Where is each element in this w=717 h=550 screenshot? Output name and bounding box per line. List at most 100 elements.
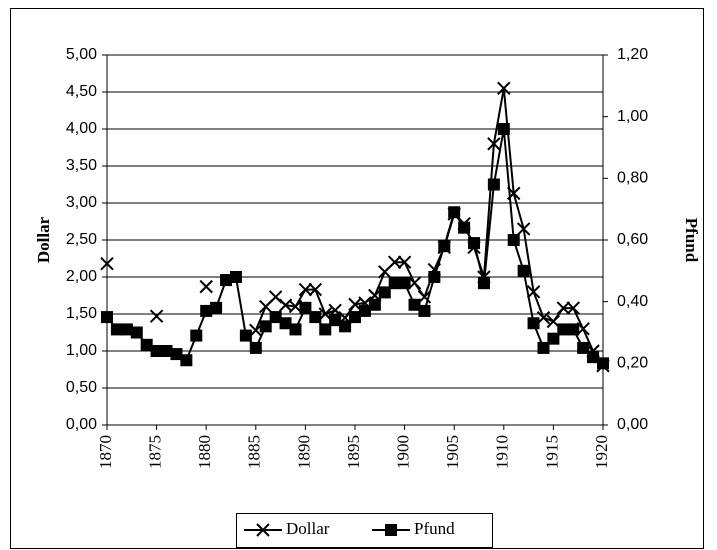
marker bbox=[200, 304, 213, 317]
marker bbox=[527, 317, 540, 330]
y-tick-label: 0,00 bbox=[66, 416, 97, 433]
marker bbox=[397, 255, 412, 269]
y-tick-label: 4,50 bbox=[66, 83, 97, 100]
y-tick-label: 1,50 bbox=[66, 305, 97, 322]
y2-tick-label: 0,80 bbox=[617, 170, 648, 187]
legend-label: Pfund bbox=[414, 519, 455, 538]
marker bbox=[130, 326, 143, 339]
marker bbox=[428, 271, 441, 283]
marker bbox=[170, 348, 183, 361]
x-tick-label: 1910 bbox=[493, 435, 512, 469]
marker bbox=[349, 311, 361, 324]
marker bbox=[458, 221, 471, 234]
marker bbox=[477, 277, 490, 290]
x-tick-label: 1920 bbox=[592, 435, 611, 469]
marker bbox=[408, 298, 421, 311]
marker bbox=[220, 274, 233, 287]
marker bbox=[418, 304, 431, 317]
y-tick-label: 1,00 bbox=[66, 342, 97, 359]
marker bbox=[308, 282, 323, 297]
marker bbox=[298, 282, 313, 297]
marker bbox=[289, 323, 302, 336]
marker bbox=[229, 271, 242, 283]
y-tick-label: 5,00 bbox=[66, 46, 97, 63]
marker bbox=[149, 309, 164, 323]
x-tick-label: 1870 bbox=[96, 435, 115, 469]
marker bbox=[329, 314, 342, 327]
x-tick-label: 1900 bbox=[394, 435, 413, 469]
x-tick-label: 1915 bbox=[542, 435, 561, 469]
x-tick-label: 1905 bbox=[443, 435, 462, 469]
y2-tick-label: 1,20 bbox=[617, 46, 648, 63]
marker bbox=[597, 357, 609, 370]
y-tick-label: 0,50 bbox=[66, 379, 97, 396]
marker bbox=[358, 304, 371, 317]
y-axis-label: Dollar bbox=[34, 216, 53, 263]
marker bbox=[269, 311, 282, 324]
marker bbox=[537, 341, 550, 354]
marker bbox=[368, 298, 381, 311]
y2-tick-label: 0,00 bbox=[617, 416, 648, 433]
marker bbox=[319, 323, 332, 336]
marker bbox=[556, 301, 571, 315]
marker bbox=[150, 345, 163, 357]
marker bbox=[160, 345, 173, 357]
y2-tick-label: 0,40 bbox=[617, 293, 648, 310]
y-tick-label: 2,00 bbox=[66, 268, 97, 285]
x-tick-label: 1875 bbox=[146, 435, 165, 469]
marker bbox=[526, 285, 541, 299]
y2-axis-label: Pfund bbox=[682, 218, 701, 263]
marker bbox=[101, 311, 113, 324]
marker bbox=[567, 323, 580, 336]
marker bbox=[140, 338, 153, 351]
marker bbox=[120, 323, 133, 336]
legend-marker bbox=[385, 524, 397, 536]
x-tick-label: 1895 bbox=[344, 435, 363, 469]
y-tick-label: 3,50 bbox=[66, 157, 97, 174]
x-tick-label: 1885 bbox=[245, 435, 264, 469]
marker bbox=[497, 123, 510, 135]
x-tick-label: 1880 bbox=[195, 435, 214, 469]
marker bbox=[190, 329, 203, 342]
y-tick-label: 4,00 bbox=[66, 120, 97, 137]
marker bbox=[398, 277, 411, 290]
chart-border bbox=[10, 8, 704, 549]
marker bbox=[378, 286, 391, 299]
marker bbox=[249, 341, 262, 354]
marker bbox=[387, 255, 402, 269]
marker bbox=[448, 206, 461, 219]
marker bbox=[339, 320, 352, 333]
marker bbox=[497, 81, 511, 96]
marker bbox=[210, 301, 223, 314]
marker bbox=[259, 320, 272, 333]
marker bbox=[557, 323, 570, 336]
marker bbox=[239, 329, 252, 342]
marker bbox=[468, 237, 481, 250]
legend-marker bbox=[256, 523, 270, 537]
marker bbox=[388, 277, 401, 290]
legend-label: Dollar bbox=[286, 519, 330, 538]
marker bbox=[299, 301, 312, 314]
marker bbox=[279, 317, 292, 330]
y2-tick-label: 0,20 bbox=[617, 355, 648, 372]
x-tick-label: 1890 bbox=[294, 435, 313, 469]
marker bbox=[309, 311, 322, 324]
marker bbox=[487, 178, 500, 191]
marker bbox=[566, 301, 580, 315]
marker bbox=[110, 323, 123, 336]
marker bbox=[516, 222, 531, 236]
marker bbox=[507, 234, 520, 246]
y2-tick-label: 1,00 bbox=[617, 108, 648, 125]
marker bbox=[180, 354, 193, 367]
marker bbox=[587, 351, 600, 364]
marker bbox=[268, 290, 283, 304]
y2-tick-label: 0,60 bbox=[617, 231, 648, 248]
y-tick-label: 3,00 bbox=[66, 194, 97, 211]
marker bbox=[517, 264, 530, 277]
marker bbox=[199, 279, 213, 294]
marker bbox=[487, 137, 501, 151]
marker bbox=[577, 341, 590, 354]
y-tick-label: 2,50 bbox=[66, 231, 97, 248]
marker bbox=[100, 256, 114, 271]
